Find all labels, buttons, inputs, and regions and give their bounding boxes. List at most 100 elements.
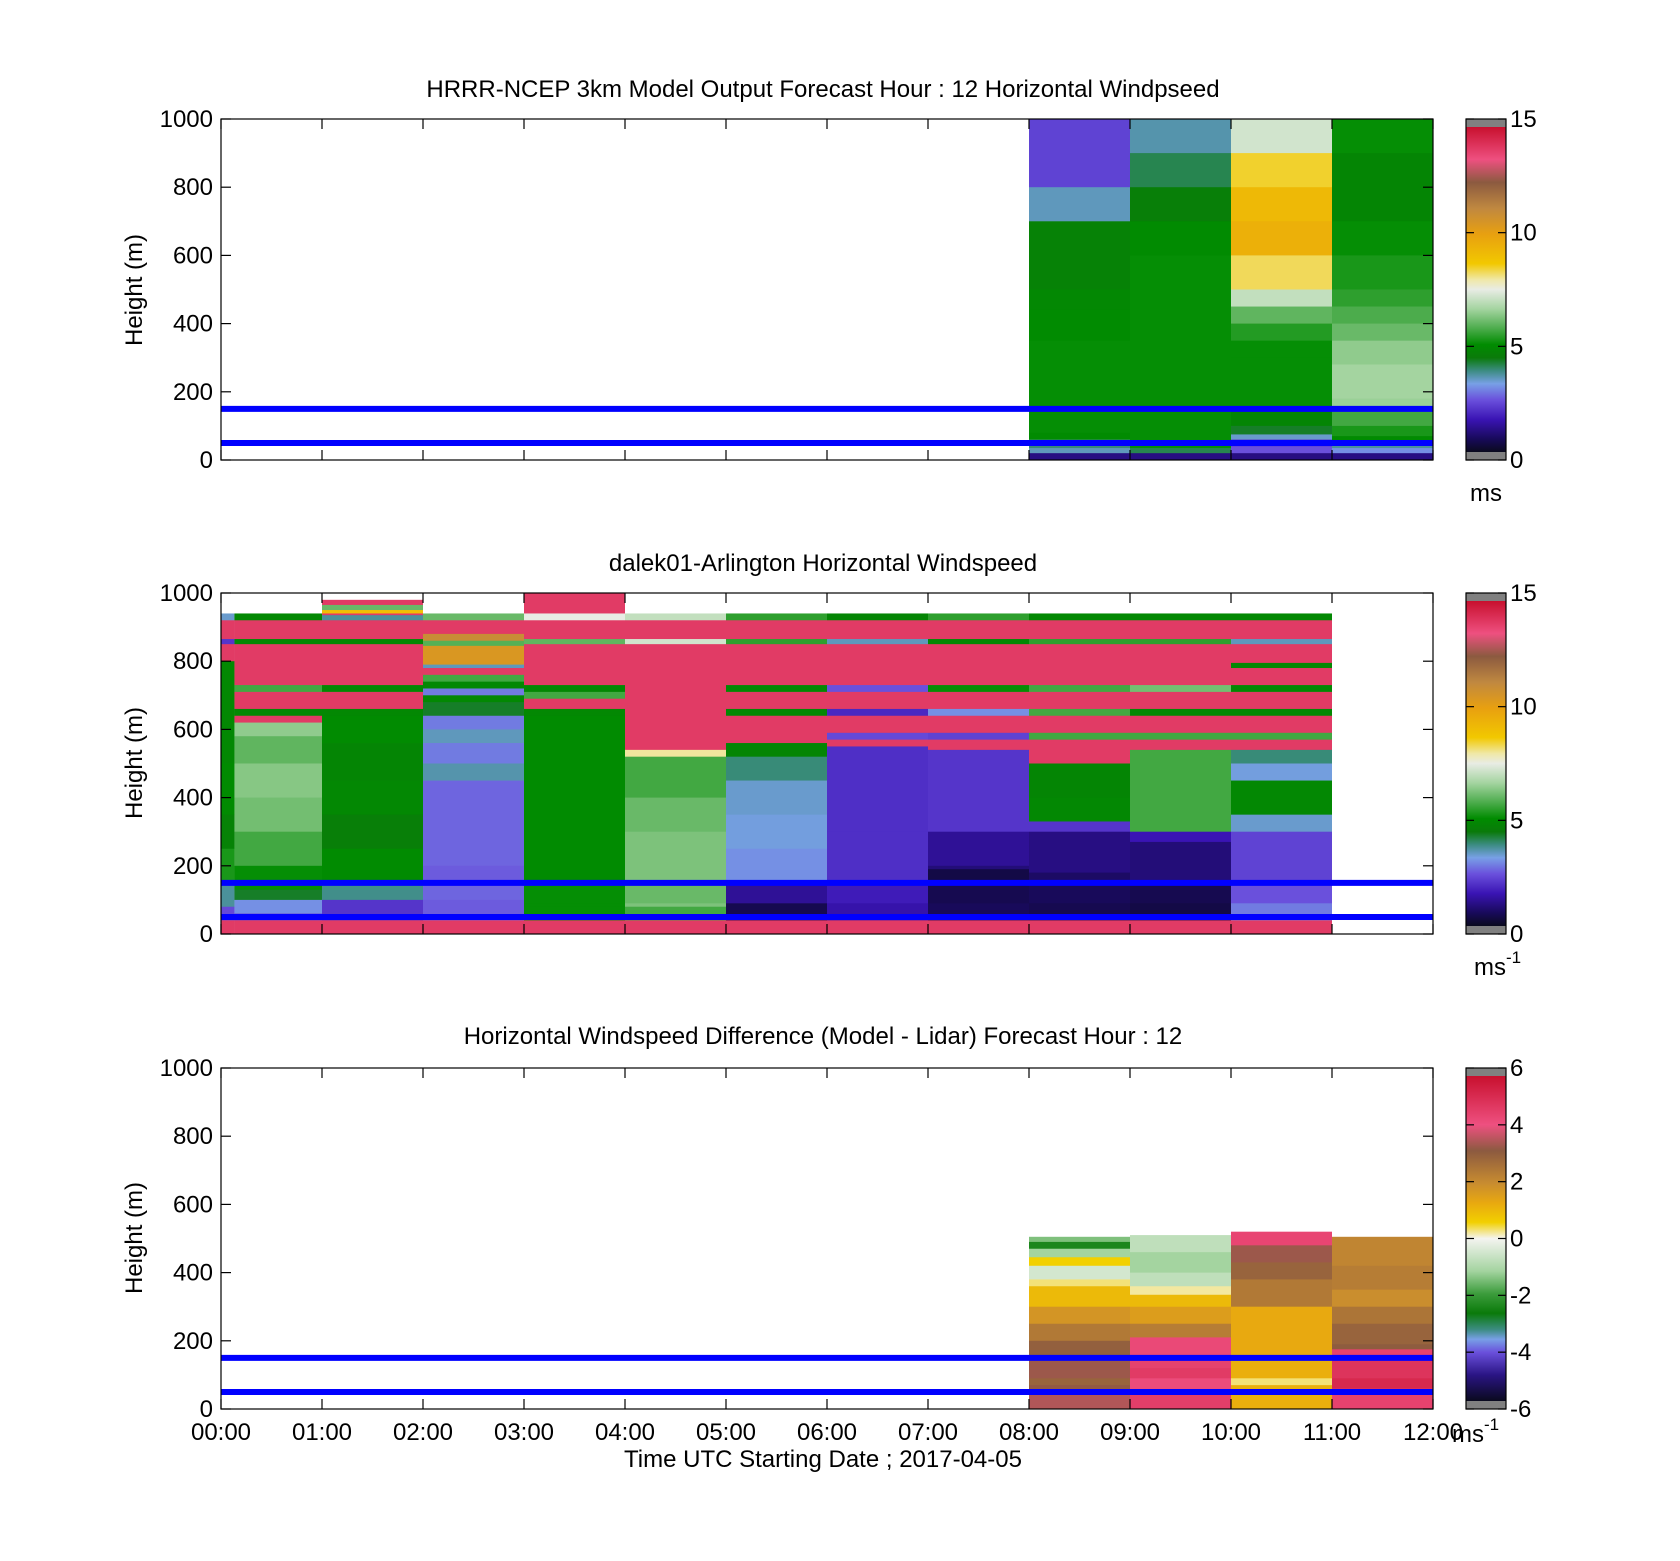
colorbar-cap-bottom xyxy=(1466,926,1506,934)
heatmap-cell xyxy=(1130,732,1231,741)
panel-lidar-title: dalek01-Arlington Horizontal Windspeed xyxy=(609,550,1037,577)
panel-model-ylabel: Height (m) xyxy=(121,234,148,346)
heatmap-cell xyxy=(928,920,1029,935)
heatmap-cell xyxy=(827,708,928,717)
y-tick-label: 600 xyxy=(173,242,213,269)
heatmap-cell xyxy=(423,695,524,703)
colorbar-frame xyxy=(1465,592,1507,935)
x-tick-label: 08:00 xyxy=(999,1419,1059,1446)
heatmap-cell xyxy=(1029,1357,1130,1379)
heatmap-cell xyxy=(1332,453,1433,461)
x-tick-label: 12:00 xyxy=(1403,1419,1463,1446)
heatmap-cell xyxy=(928,749,1029,833)
colorbar-cap-bottom xyxy=(1466,452,1506,460)
heatmap-cell xyxy=(1130,613,1231,621)
heatmap-cell xyxy=(234,715,322,723)
heatmap-cell xyxy=(1231,453,1332,461)
x-tick-label: 09:00 xyxy=(1100,1419,1160,1446)
heatmap-cell xyxy=(1231,732,1332,741)
heatmap-cell xyxy=(322,814,423,850)
heatmap-cell xyxy=(726,848,827,884)
heatmap-cell xyxy=(1029,691,1130,710)
colorbar-gradient xyxy=(1466,127,1506,452)
heatmap-cell xyxy=(1029,1241,1130,1250)
colorbar-tick-label: 5 xyxy=(1510,333,1523,360)
x-tick-label: 10:00 xyxy=(1201,1419,1261,1446)
heatmap-cell xyxy=(1332,1344,1433,1350)
panel-model: HRRR-NCEP 3km Model Output Forecast Hour… xyxy=(121,76,1537,507)
heatmap-cell xyxy=(827,691,928,710)
heatmap-cell xyxy=(322,691,423,710)
heatmap-cell xyxy=(423,865,524,884)
y-tick-label: 200 xyxy=(173,853,213,880)
colorbar-unit-exponent: -1 xyxy=(1484,1415,1499,1434)
heatmap-cell xyxy=(423,882,524,901)
heatmap-cell xyxy=(1029,1236,1130,1243)
heatmap-cell xyxy=(1231,119,1332,154)
heatmap-cell xyxy=(1029,1257,1130,1267)
heatmap-cell xyxy=(1029,289,1130,311)
heatmap-cell xyxy=(625,797,726,833)
heatmap-cell xyxy=(928,613,1029,621)
y-tick-label: 800 xyxy=(173,174,213,201)
heatmap-cell xyxy=(625,903,726,908)
heatmap-cell xyxy=(1231,1378,1332,1386)
heatmap-cell xyxy=(234,613,322,621)
heatmap-cell xyxy=(928,882,1029,904)
heatmap-cell xyxy=(1231,306,1332,324)
heatmap-cell xyxy=(524,920,625,935)
heatmap-cell xyxy=(221,639,235,645)
heatmap-cell xyxy=(423,763,524,781)
heatmap-cell xyxy=(827,620,928,640)
heatmap-column xyxy=(322,599,423,935)
heatmap-cell xyxy=(1231,255,1332,290)
y-tick-label: 600 xyxy=(173,716,213,743)
heatmap-cell xyxy=(1130,1252,1231,1273)
heatmap-cell xyxy=(1231,187,1332,222)
heatmap-column xyxy=(1332,119,1433,461)
heatmap-cell xyxy=(322,780,423,816)
heatmap-cell xyxy=(524,708,625,717)
heatmap-cell xyxy=(1332,323,1433,342)
heatmap-cell xyxy=(1130,715,1231,734)
y-tick-label: 0 xyxy=(200,921,213,948)
heatmap-cell xyxy=(221,644,235,662)
heatmap-cell xyxy=(234,644,322,686)
heatmap-cell xyxy=(1231,739,1332,751)
heatmap-cell xyxy=(322,715,423,744)
heatmap-cell xyxy=(1231,408,1332,427)
colorbar-tick-label: 4 xyxy=(1510,1112,1523,1139)
heatmap-cell xyxy=(1231,1306,1332,1359)
heatmap-cell xyxy=(1130,739,1231,751)
heatmap-cell xyxy=(1231,644,1332,664)
heatmap-cell xyxy=(322,685,423,693)
heatmap-cell xyxy=(1231,1231,1332,1246)
colorbar-cap-top xyxy=(1466,119,1506,127)
heatmap-cell xyxy=(1231,153,1332,188)
heatmap-cell xyxy=(1130,882,1231,904)
heatmap-cell xyxy=(1231,708,1332,717)
heatmap-cell xyxy=(1231,1262,1332,1280)
heatmap-cell xyxy=(1029,708,1130,717)
heatmap-cell xyxy=(1029,639,1130,645)
heatmap-cell xyxy=(1231,1279,1332,1308)
heatmap-column xyxy=(827,613,928,935)
x-axis-label: Time UTC Starting Date ; 2017-04-05 xyxy=(624,1446,1022,1473)
heatmap-cell xyxy=(1332,1289,1433,1308)
heatmap-cell xyxy=(524,698,625,710)
heatmap-cell xyxy=(827,920,928,935)
heatmap-cell xyxy=(827,831,928,884)
heatmap-cell xyxy=(827,739,928,747)
heatmap-cell xyxy=(234,691,322,710)
heatmap-cell xyxy=(524,639,625,645)
heatmap-cell xyxy=(1231,668,1332,686)
heatmap-cell xyxy=(423,715,524,730)
x-tick-label: 05:00 xyxy=(696,1419,756,1446)
heatmap-cell xyxy=(1130,644,1231,686)
heatmap-cell xyxy=(524,882,625,904)
heatmap-cell xyxy=(423,674,524,683)
panel-lidar-ylabel: Height (m) xyxy=(121,707,148,819)
heatmap-cell xyxy=(221,814,235,850)
heatmap-cell xyxy=(1130,1294,1231,1308)
heatmap-cell xyxy=(726,644,827,686)
